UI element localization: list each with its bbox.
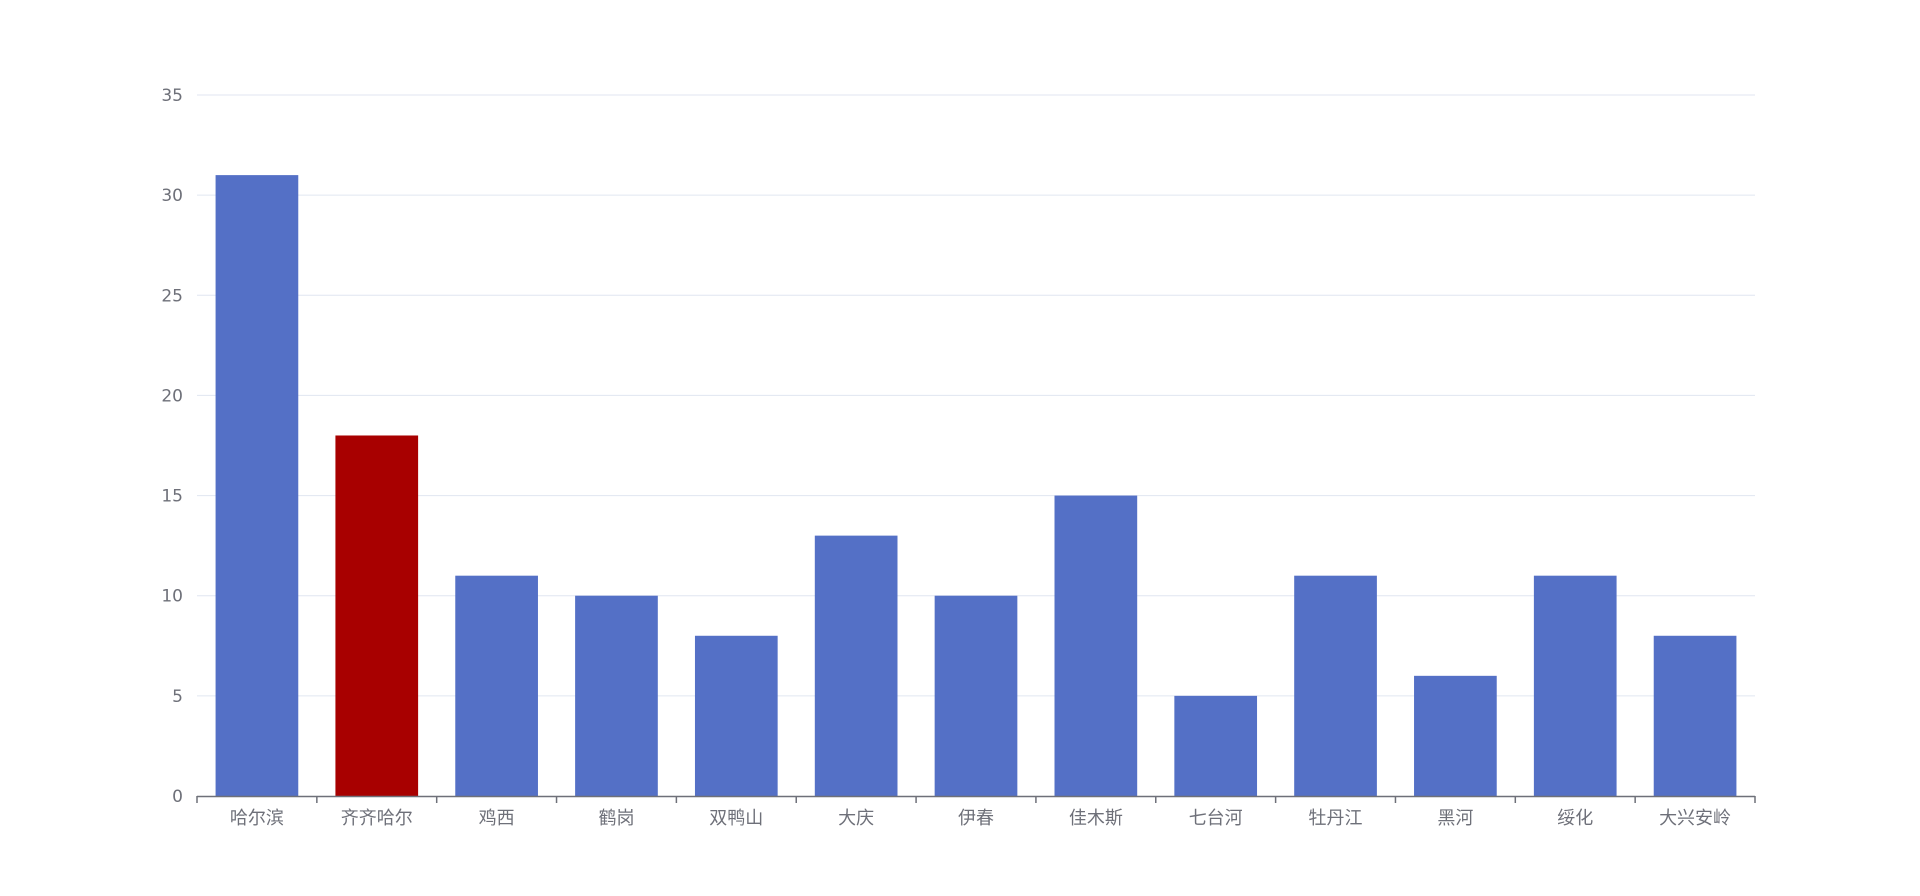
- y-tick-label: 30: [161, 186, 183, 206]
- x-tick-label: 黑河: [1437, 808, 1473, 829]
- x-tick-label: 大庆: [838, 808, 874, 829]
- y-tick-label: 15: [161, 487, 183, 507]
- x-tick-label: 鹤岗: [598, 808, 634, 829]
- y-tick-label: 0: [172, 787, 183, 807]
- x-tick-label: 齐齐哈尔: [341, 808, 413, 829]
- x-tick-label: 双鸭山: [709, 808, 763, 829]
- bar-黑河[interactable]: [1414, 675, 1497, 796]
- bar-鹤岗[interactable]: [575, 595, 658, 796]
- bar-双鸭山[interactable]: [694, 635, 778, 796]
- x-tick-label: 哈尔滨: [230, 808, 284, 829]
- bar-鸡西[interactable]: [455, 575, 538, 796]
- bar-绥化[interactable]: [1533, 575, 1617, 796]
- x-tick-label: 鸡西: [479, 808, 515, 829]
- bar-伊春[interactable]: [934, 595, 1018, 796]
- x-tick-label: 七台河: [1189, 808, 1243, 829]
- x-axis-tick-labels: 哈尔滨 齐齐哈尔 鸡西 鹤岗 双鸭山 大庆 伊春 佳木斯 七台河 牡丹江 黑河 绥化 大兴安岭: [230, 808, 1731, 829]
- bar-哈尔滨[interactable]: [215, 175, 299, 797]
- y-tick-label: 35: [161, 86, 183, 106]
- y-tick-label: 10: [161, 587, 183, 607]
- x-tick-label: 牡丹江: [1309, 808, 1363, 829]
- x-tick-label: 伊春: [958, 808, 994, 829]
- bar-大庆[interactable]: [814, 535, 898, 796]
- y-axis-tick-labels: 0 5 10 15 20 25 30 35: [161, 86, 183, 807]
- x-axis: [196, 795, 1756, 803]
- bars: [215, 175, 1737, 797]
- y-tick-label: 25: [161, 286, 183, 306]
- bar-牡丹江[interactable]: [1294, 575, 1377, 796]
- x-tick-label: 佳木斯: [1069, 808, 1123, 829]
- bar-七台河[interactable]: [1174, 695, 1258, 796]
- y-tick-label: 20: [161, 386, 183, 406]
- bar-齐齐哈尔[interactable]: [335, 435, 419, 796]
- bar-大兴安岭[interactable]: [1653, 635, 1737, 796]
- bar-佳木斯[interactable]: [1054, 495, 1138, 796]
- x-tick-label: 大兴安岭: [1659, 808, 1731, 829]
- y-tick-label: 5: [172, 687, 183, 707]
- x-tick-label: 绥化: [1557, 808, 1593, 829]
